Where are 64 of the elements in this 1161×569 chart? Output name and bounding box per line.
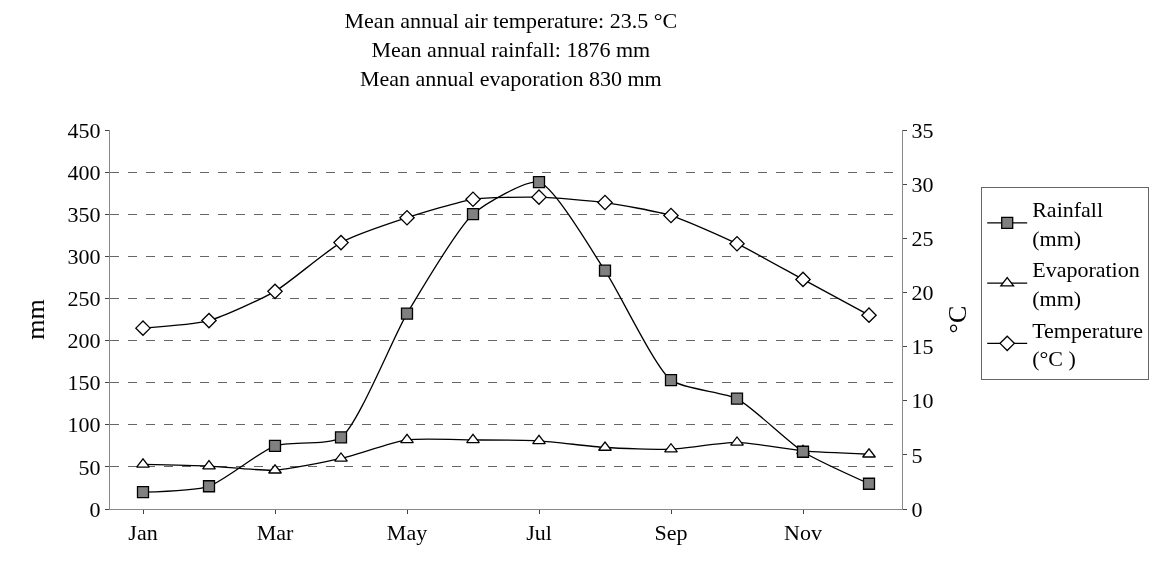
point: [597, 194, 613, 211]
point: [399, 209, 415, 226]
x-tick-label: May: [386, 520, 428, 546]
point: [202, 459, 216, 470]
point: [201, 312, 217, 329]
point: [664, 443, 678, 453]
chart-title: Mean annual air temperature: 23.5 °C Mean annual rainfall: 1876 mm Mean annual evaporation 830 mm: [344, 8, 678, 91]
point: [202, 480, 216, 493]
x-tick-label: Jul: [526, 520, 552, 546]
point: [334, 452, 348, 462]
y-tick-label: 50: [78, 454, 101, 480]
y-tick-label: 450: [67, 117, 101, 143]
y-tick-label: 400: [67, 159, 101, 185]
point: [400, 307, 414, 320]
y-tick-label: 150: [67, 370, 101, 396]
point: [466, 433, 480, 444]
x-tick-label: Mar: [256, 520, 294, 546]
y2-tick-label: 0: [911, 496, 923, 522]
point: [862, 477, 876, 490]
point: [532, 176, 546, 189]
legend-label: Evaporation (mm): [1032, 257, 1140, 312]
point: [598, 264, 612, 277]
y2-tick-label: 20: [911, 280, 934, 306]
point: [268, 464, 282, 474]
point: [729, 235, 745, 252]
y-tick-label: 250: [67, 286, 101, 312]
y2-tick-label: 10: [911, 388, 934, 414]
point: [267, 283, 283, 300]
x-tick-label: Nov: [784, 520, 822, 546]
point: [795, 271, 811, 288]
y2-tick-label: 35: [911, 117, 934, 143]
point: [861, 307, 877, 323]
point: [136, 486, 150, 499]
point: [135, 320, 151, 336]
y2-tick-label: 5: [911, 442, 923, 468]
x-tick-label: Jan: [128, 520, 158, 546]
point: [531, 189, 547, 205]
point: [730, 392, 744, 405]
point: [862, 448, 876, 458]
point: [466, 208, 480, 221]
y2-tick-label: 25: [911, 225, 934, 251]
x-tick-label: Sep: [654, 520, 688, 546]
point: [136, 458, 150, 468]
y-tick-label: 300: [67, 244, 101, 270]
point: [663, 207, 679, 224]
point: [334, 431, 348, 444]
legend-label: Temperature (°C ): [1032, 317, 1144, 372]
point: [465, 191, 481, 208]
point: [333, 234, 349, 251]
y2-axis-title: °C: [943, 305, 973, 334]
y-axis-title: mm: [21, 299, 50, 340]
y2-tick-label: 15: [911, 334, 934, 360]
y-tick-label: 200: [67, 328, 101, 354]
y-tick-label: 0: [89, 496, 101, 522]
legend-label: Rainfall (mm): [1032, 197, 1104, 251]
point: [730, 436, 744, 446]
y-tick-label: 350: [67, 201, 101, 227]
y-tick-label: 100: [67, 412, 101, 438]
point: [664, 373, 678, 387]
point: [532, 434, 546, 445]
y2-tick-label: 30: [911, 171, 934, 197]
point: [598, 441, 612, 451]
point: [268, 439, 282, 452]
point: [400, 433, 414, 444]
